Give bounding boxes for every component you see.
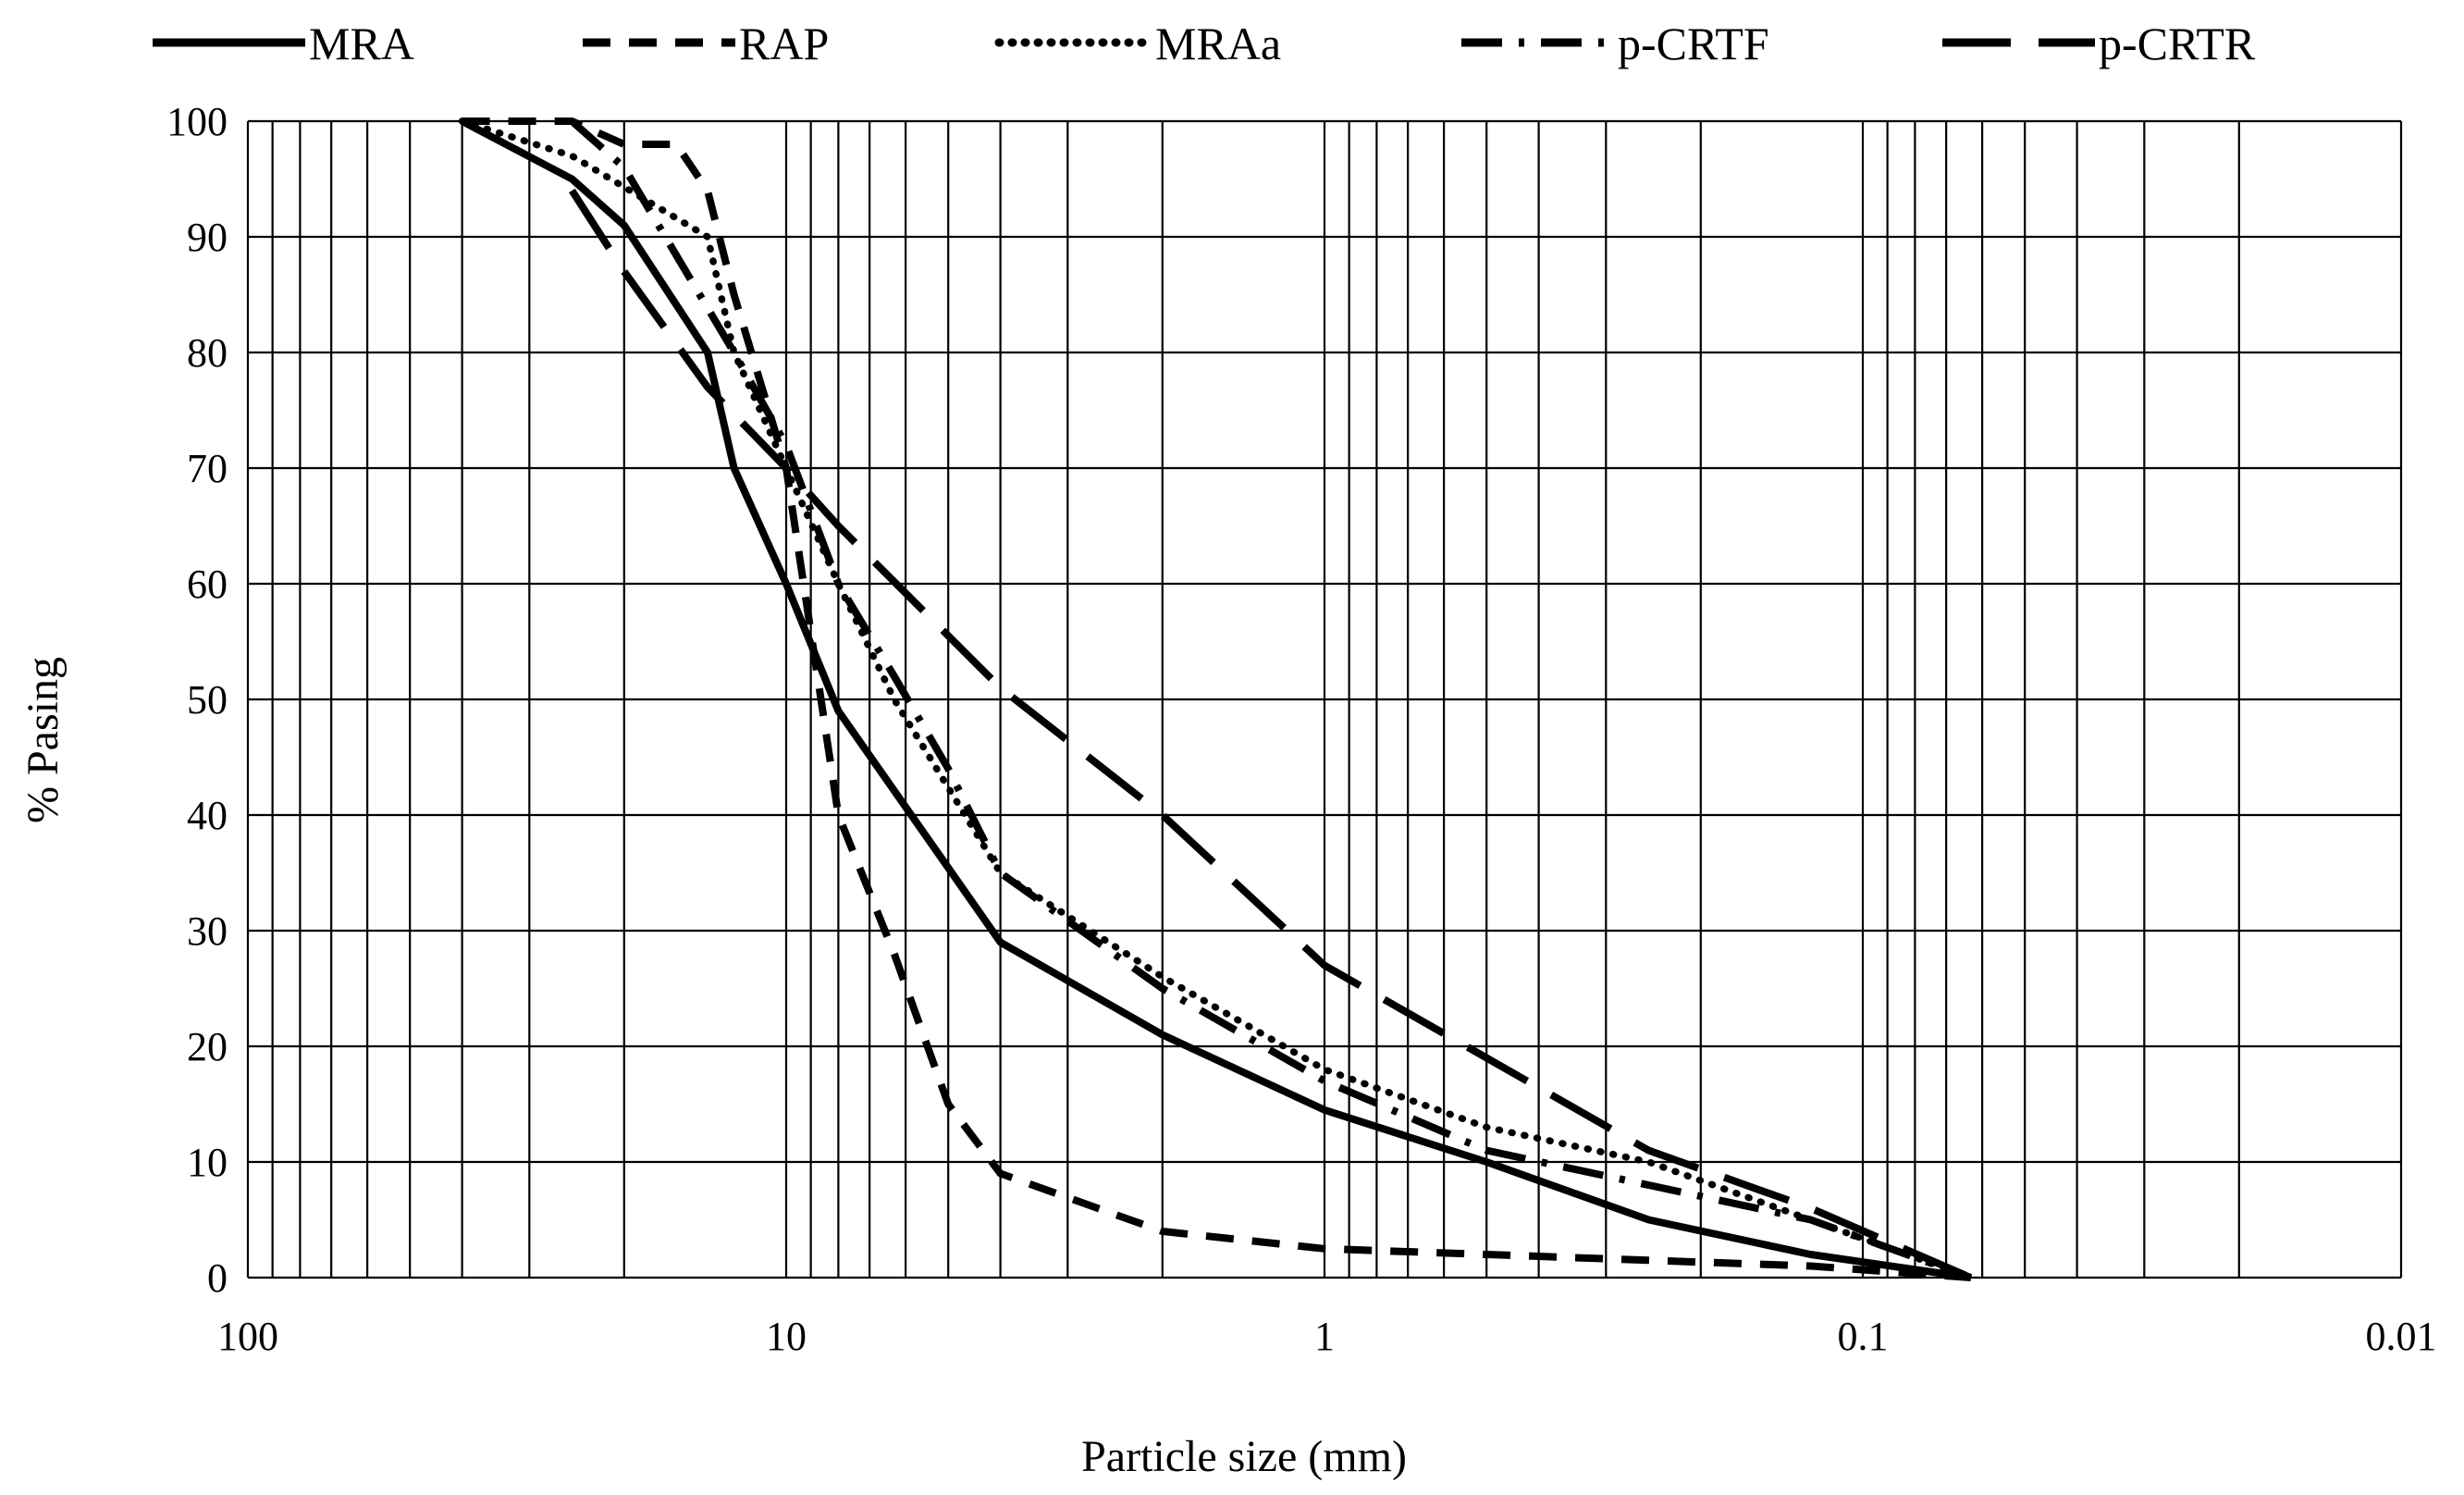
series-p-crtr <box>569 188 1973 1281</box>
legend-item-rap: RAP <box>583 18 829 69</box>
x-tick-label: 1 <box>1314 1314 1335 1359</box>
series-line-mra <box>460 117 1972 1281</box>
legend-item-p-crtr: p-CRTR <box>1942 18 2256 69</box>
legend: MRA RAP MRAa p-CRTF p-CRTR <box>153 18 2256 69</box>
legend-label: p-CRTR <box>2099 18 2256 69</box>
x-axis-label: Particle size (mm) <box>1081 1432 1407 1481</box>
y-tick-label: 80 <box>187 330 228 376</box>
y-tick-label: 60 <box>187 562 228 607</box>
legend-label: p-CRTF <box>1618 18 1769 69</box>
y-tick-label: 30 <box>187 908 228 954</box>
x-axis-ticks: 100 10 1 0.1 0.01 <box>217 1314 2437 1359</box>
legend-item-p-crtf: p-CRTF <box>1461 18 1769 69</box>
series-mra <box>460 117 1972 1281</box>
series-rap <box>462 117 1972 1281</box>
series-line-rap <box>462 117 1972 1281</box>
legend-label: MRAa <box>1155 18 1281 69</box>
y-tick-label: 20 <box>187 1024 228 1069</box>
legend-item-mraa: MRAa <box>994 18 1281 69</box>
legend-label: RAP <box>739 18 829 69</box>
series-line-p-crtr <box>569 188 1973 1281</box>
x-tick-label: 100 <box>217 1314 278 1359</box>
y-tick-label: 70 <box>187 446 228 491</box>
y-tick-label: 100 <box>166 99 228 144</box>
series-lines <box>458 117 1975 1281</box>
y-tick-label: 0 <box>207 1255 228 1301</box>
y-tick-label: 90 <box>187 215 228 260</box>
gridlines <box>246 119 2403 1279</box>
x-tick-label: 0.1 <box>1838 1314 1889 1359</box>
series-p-crtf <box>569 118 1973 1281</box>
legend-label: MRA <box>309 18 414 69</box>
x-tick-label: 0.01 <box>2366 1314 2437 1359</box>
y-axis-ticks: 0 10 20 30 40 50 60 70 80 90 100 <box>166 99 228 1301</box>
y-axis-label: % Pasing <box>18 657 68 823</box>
x-tick-label: 10 <box>766 1314 807 1359</box>
series-line-p-crtf <box>569 118 1973 1281</box>
y-tick-label: 50 <box>187 677 228 723</box>
y-tick-label: 10 <box>187 1140 228 1185</box>
legend-item-mra: MRA <box>153 18 414 69</box>
y-tick-label: 40 <box>187 793 228 838</box>
